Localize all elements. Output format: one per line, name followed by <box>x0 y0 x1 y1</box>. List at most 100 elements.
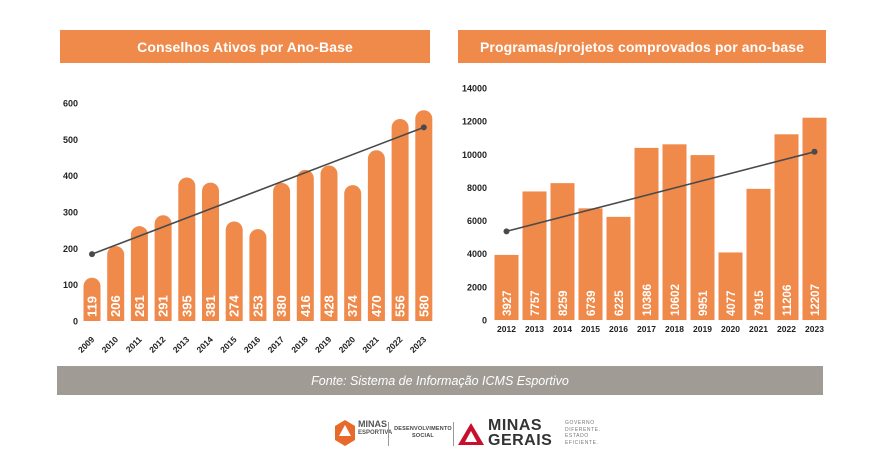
conselhos-bar <box>273 182 291 321</box>
minas-gerais-line1: MINAS <box>488 417 543 434</box>
programas-x-tick-label: 2015 <box>581 324 600 334</box>
conselhos-y-tick-label: 100 <box>63 280 78 290</box>
programas-y-tick-label: 6000 <box>467 216 487 226</box>
conselhos-data-label: 119 <box>85 296 100 317</box>
conselhos-bar-base <box>178 312 196 321</box>
conselhos-bar-base <box>107 312 125 321</box>
chart-title-conselhos: Conselhos Ativos por Ano-Base <box>60 30 430 63</box>
desenvolvimento-line2: SOCIAL <box>412 433 434 439</box>
conselhos-y-tick-label: 300 <box>63 208 78 218</box>
programas-trendline <box>506 151 815 233</box>
conselhos-bar-base <box>273 312 291 321</box>
gov-line1: GOVERNO <box>565 420 595 426</box>
conselhos-bar <box>225 221 243 321</box>
desenvolvimento-social-logo: DESENVOLVIMENTO SOCIAL <box>393 426 453 440</box>
conselhos-bar <box>367 150 385 321</box>
conselhos-bar <box>344 185 362 321</box>
programas-x-tick-label: 2017 <box>637 324 656 334</box>
conselhos-bar-base <box>367 312 385 321</box>
logo-divider <box>388 422 389 446</box>
conselhos-data-label: 374 <box>345 295 360 317</box>
logo-strip: MINAS ESPORTIVA DESENVOLVIMENTO SOCIAL M… <box>0 414 884 454</box>
programas-y-tick-label: 4000 <box>467 249 487 259</box>
conselhos-data-label: 416 <box>298 295 313 317</box>
minas-gerais-triangle-icon <box>458 423 484 445</box>
conselhos-bar <box>202 182 219 321</box>
programas-bar <box>634 147 659 320</box>
conselhos-bar-base <box>296 312 314 321</box>
programas-data-label: 9951 <box>698 290 710 316</box>
conselhos-bar <box>296 169 314 321</box>
programas-data-label: 11206 <box>782 285 794 316</box>
conselhos-bar <box>415 110 433 322</box>
programas-x-tick-label: 2023 <box>805 324 824 334</box>
minas-esportiva-logo: MINAS ESPORTIVA <box>358 420 398 438</box>
conselhos-y-tick-label: 400 <box>63 171 78 181</box>
conselhos-data-label: 580 <box>416 295 431 317</box>
programas-y-tick-label: 10000 <box>462 150 487 160</box>
conselhos-bar <box>391 118 409 321</box>
programas-data-label: 7915 <box>754 290 766 316</box>
minas-gerais-logo: MINAS GERAIS <box>488 417 553 449</box>
programas-trendline-start-point <box>503 228 510 235</box>
programas-bar <box>522 191 547 320</box>
conselhos-bar <box>130 226 148 321</box>
conselhos-data-label: 206 <box>108 295 123 317</box>
programas-data-label: 4077 <box>726 290 738 316</box>
conselhos-data-label: 274 <box>227 295 242 317</box>
minas-esportiva-line1: MINAS <box>358 419 387 429</box>
conselhos-bar-base <box>202 312 219 321</box>
conselhos-data-label: 380 <box>274 295 289 317</box>
gov-line3: ESTADO <box>565 433 589 439</box>
programas-bar <box>662 144 687 320</box>
programas-data-label: 12207 <box>810 284 822 316</box>
conselhos-data-label: 428 <box>322 295 337 317</box>
programas-data-label: 10386 <box>642 284 654 316</box>
conselhos-data-label: 291 <box>156 295 171 317</box>
programas-y-tick-label: 14000 <box>462 84 487 94</box>
conselhos-bar-base <box>249 312 267 321</box>
conselhos-trendline-end-point <box>420 124 427 131</box>
programas-x-tick-label: 2018 <box>665 324 684 334</box>
programas-x-tick-label: 2012 <box>497 324 516 334</box>
conselhos-bar-base <box>344 312 362 321</box>
conselhos-bar-base <box>320 312 338 321</box>
conselhos-data-label: 261 <box>132 295 147 317</box>
conselhos-bar-base <box>154 312 172 321</box>
conselhos-data-label: 556 <box>393 295 408 317</box>
conselhos-data-label: 470 <box>369 295 384 317</box>
desenvolvimento-line1: DESENVOLVIMENTO <box>394 426 452 432</box>
programas-bar <box>578 208 603 320</box>
conselhos-data-label: 381 <box>203 295 218 317</box>
programas-data-label: 7757 <box>530 290 542 316</box>
gov-line2: DIFERENTE. <box>565 426 601 433</box>
programas-bar <box>746 188 771 320</box>
programas-y-tick-label: 2000 <box>467 282 487 292</box>
conselhos-trendline-start-point <box>89 251 95 258</box>
programas-x-tick-label: 2021 <box>749 324 768 334</box>
source-footer: Fonte: Sistema de Informação ICMS Esport… <box>57 366 823 395</box>
conselhos-bar <box>249 229 267 321</box>
conselhos-bar-base <box>225 312 243 321</box>
programas-y-tick-label: 12000 <box>462 117 487 127</box>
programas-trendline-end-point <box>811 148 818 155</box>
programas-data-label: 8259 <box>558 290 570 316</box>
conselhos-bar <box>107 246 125 321</box>
conselhos-bar <box>83 277 101 321</box>
conselhos-bar-base <box>130 312 148 321</box>
conselhos-y-tick-label: 200 <box>63 244 78 254</box>
programas-y-tick-label: 8000 <box>467 183 487 193</box>
conselhos-bar-base <box>83 312 101 321</box>
conselhos-bar <box>154 215 172 321</box>
programas-bar <box>774 134 799 320</box>
minas-gerais-line2: GERAIS <box>488 432 553 449</box>
programas-x-tick-label: 2019 <box>693 324 712 334</box>
conselhos-data-label: 253 <box>250 295 265 317</box>
programas-data-label: 6225 <box>614 290 626 316</box>
programas-x-tick-label: 2014 <box>553 324 572 334</box>
programas-y-tick-label: 0 <box>482 316 487 326</box>
minas-esportiva-line2: ESPORTIVA <box>358 430 393 436</box>
programas-x-tick-label: 2016 <box>609 324 628 334</box>
